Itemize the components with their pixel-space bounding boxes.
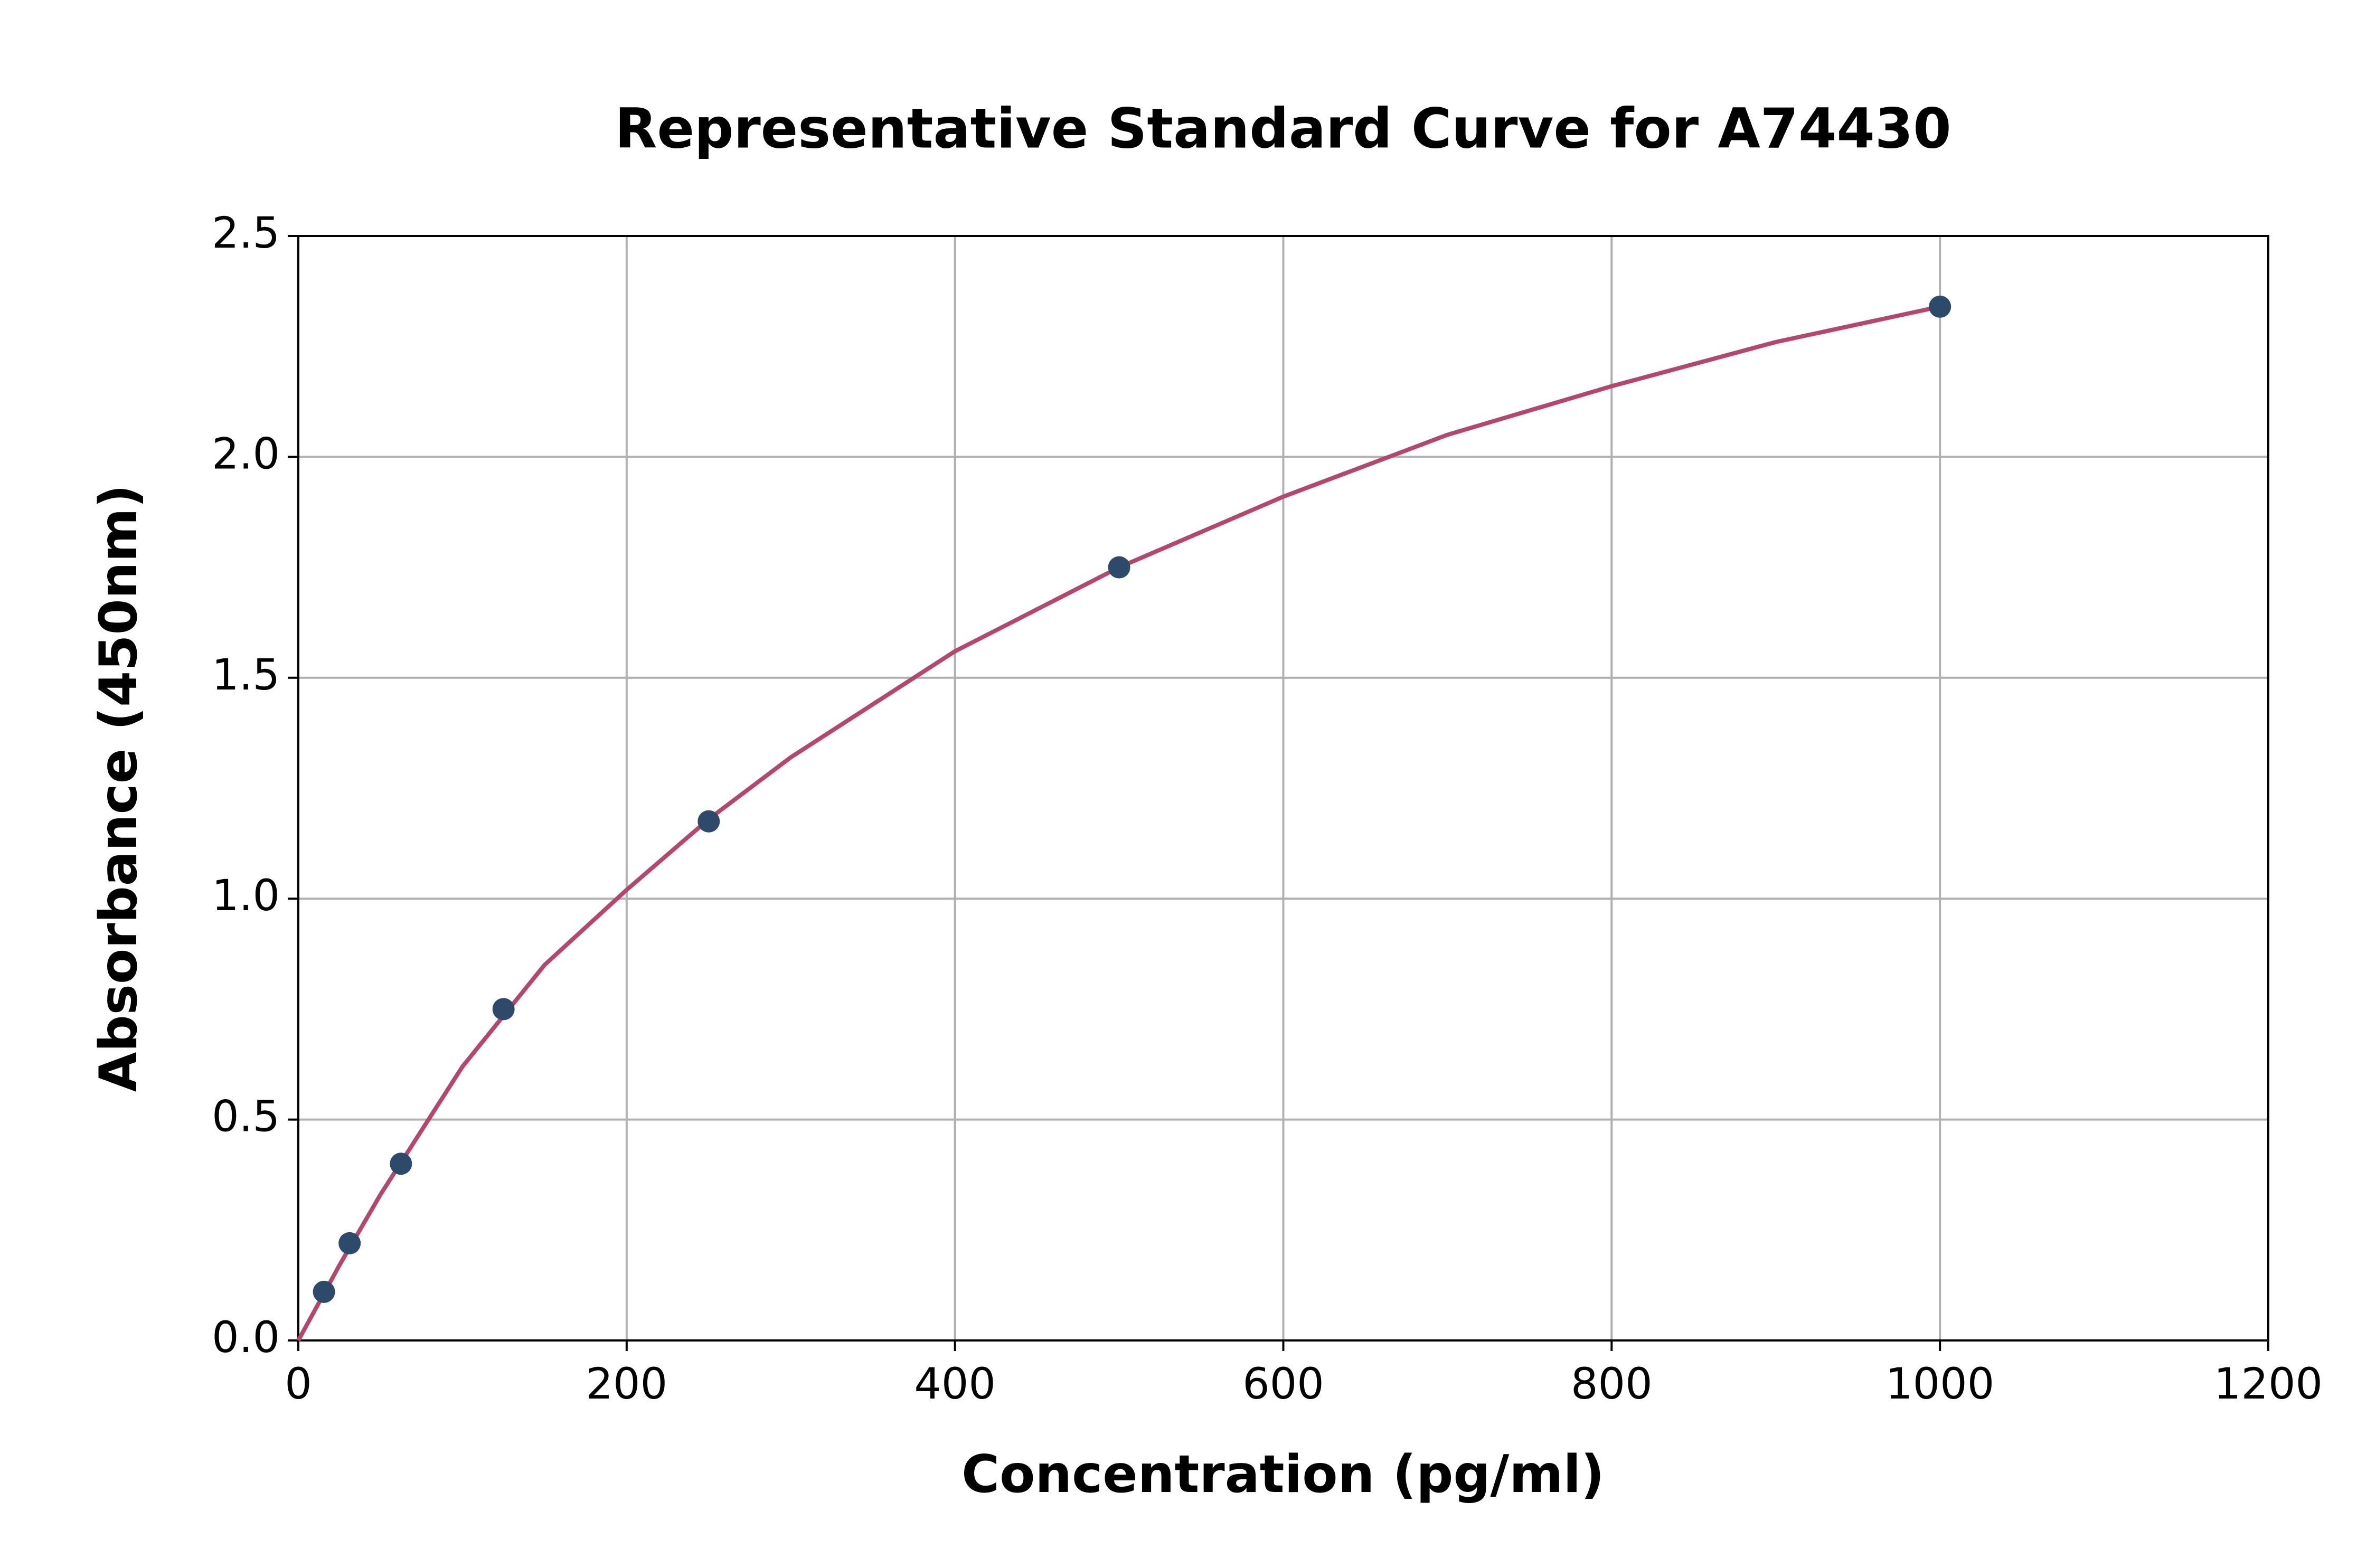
x-tick-label: 1200 [2214, 1359, 2323, 1409]
x-tick-label: 800 [1571, 1359, 1653, 1409]
data-point [1929, 295, 1951, 318]
fit-curve [296, 304, 1941, 1342]
y-tick-label: 1.0 [212, 871, 280, 921]
data-point [1108, 556, 1130, 579]
chart-title: Representative Standard Curve for A74430 [615, 96, 1951, 160]
y-tick-label: 2.0 [212, 429, 280, 479]
x-tick-label: 1000 [1885, 1359, 1994, 1409]
y-tick-label: 2.5 [212, 209, 280, 258]
y-tick-label: 0.5 [212, 1092, 280, 1142]
data-point [338, 1232, 361, 1254]
data-point [697, 810, 720, 833]
x-tick-label: 200 [586, 1359, 668, 1409]
x-axis-label: Concentration (pg/ml) [961, 1444, 1605, 1505]
y-tick-label: 1.5 [212, 650, 280, 700]
x-tick-label: 0 [285, 1359, 312, 1409]
y-axis-label: Absorbance (450nm) [89, 485, 149, 1092]
data-point [313, 1280, 335, 1303]
x-tick-label: 400 [914, 1359, 996, 1409]
plot-frame [297, 235, 2269, 1342]
data-point [390, 1153, 412, 1175]
x-tick-label: 600 [1242, 1359, 1324, 1409]
y-tick-label: 0.0 [212, 1313, 280, 1363]
data-point [492, 998, 515, 1021]
